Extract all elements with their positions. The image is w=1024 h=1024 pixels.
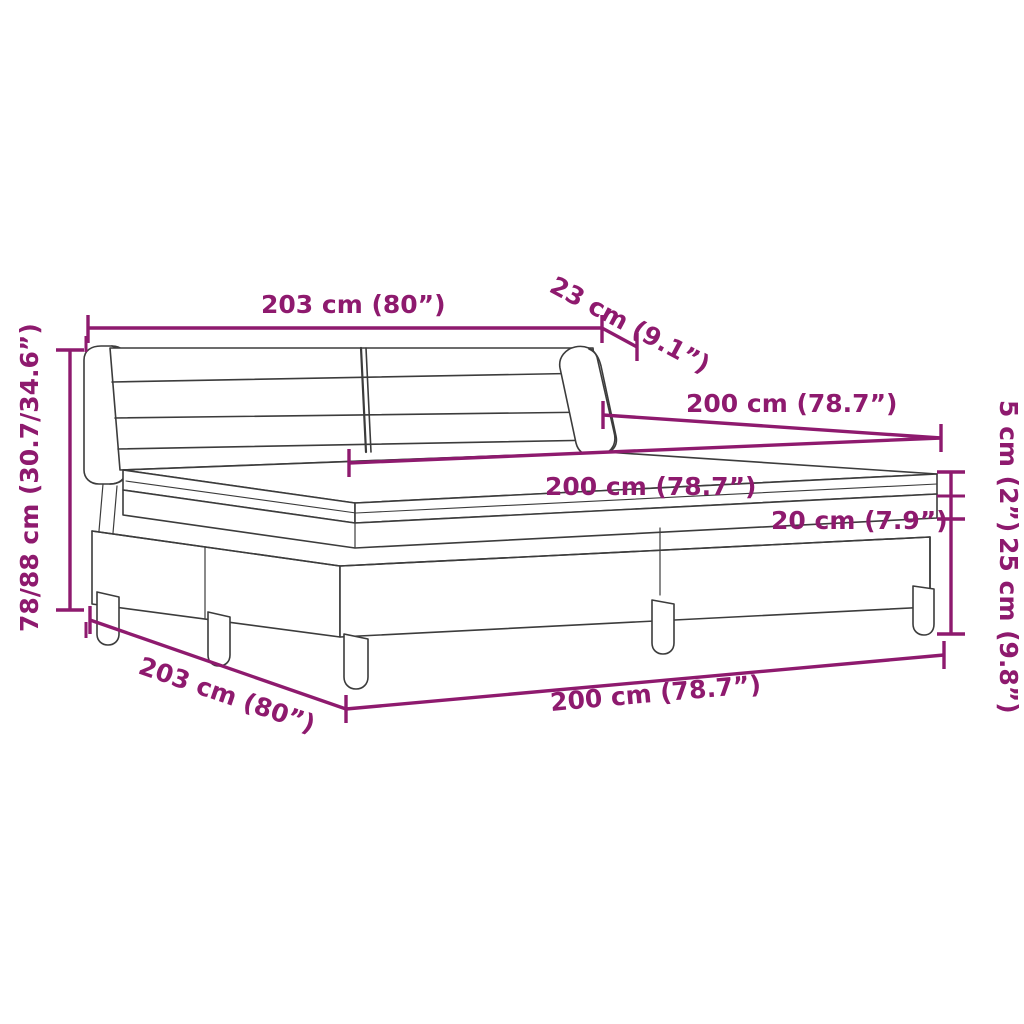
- dim-total-height: [56, 336, 88, 638]
- dim-headboard-depth: [601, 326, 639, 361]
- dim-mattress-length-lower: [347, 436, 942, 477]
- label-mattress-thickness: 20 cm (7.9”): [771, 506, 948, 535]
- leg-mid-left: [207, 611, 231, 667]
- leg-front-right: [651, 599, 675, 655]
- headboard-panel: [109, 347, 603, 471]
- label-mattress-length-lower: 200 cm (78.7”): [545, 472, 756, 501]
- label-base-height: 25 cm (9.8”): [994, 537, 1023, 714]
- leg-far-right: [912, 585, 935, 636]
- headboard-center-seam: [359, 346, 372, 454]
- dim-base-front-width: [345, 641, 946, 711]
- label-base-front-width: 200 cm (78.7”): [549, 670, 762, 717]
- label-total-height: 78/88 cm (30.7/34.6”): [15, 323, 44, 632]
- mattress-top: [122, 451, 938, 524]
- headboard-support: [98, 483, 118, 534]
- label-headboard-width-top: 203 cm (80”): [261, 290, 446, 319]
- bed-legs: [96, 585, 935, 690]
- headboard-stitch-2: [114, 411, 599, 419]
- headboard-stitch-1: [111, 372, 596, 383]
- bed-illustration: [83, 345, 938, 690]
- leg-front-corner: [343, 633, 369, 690]
- label-base-side-depth: 203 cm (80”): [135, 651, 319, 739]
- dim-headboard-width-top: [86, 315, 604, 343]
- label-mattress-length-upper: 200 cm (78.7”): [686, 389, 897, 418]
- headboard-stitch-3: [117, 439, 601, 450]
- dimension-layer: [56, 315, 965, 723]
- leg-front-left: [96, 591, 120, 646]
- boxspring-base: [91, 527, 931, 638]
- label-topper-thickness: 5 cm (2”): [994, 400, 1023, 532]
